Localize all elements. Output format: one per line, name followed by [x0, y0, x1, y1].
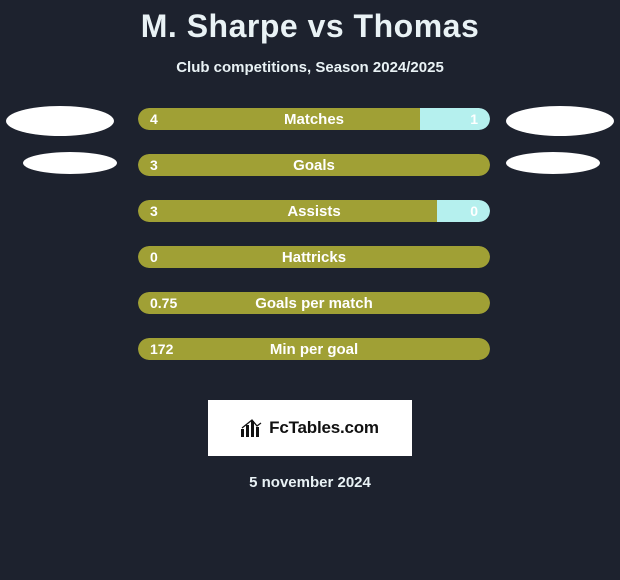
- stat-bar-player1: [138, 292, 490, 314]
- stat-bar-player1: [138, 200, 437, 222]
- stat-rows: 41Matches3Goals30Assists0Hattricks0.75Go…: [0, 112, 620, 388]
- chart-subtitle: Club competitions, Season 2024/2025: [0, 59, 620, 76]
- stat-value-player2: 0: [470, 200, 478, 222]
- stat-bar-player1: [138, 338, 490, 360]
- stat-bar: 3Goals: [138, 154, 490, 176]
- stat-bar-player1: [138, 246, 490, 268]
- stat-bar: 0Hattricks: [138, 246, 490, 268]
- player2-badge: [506, 106, 614, 136]
- footer-logo: FcTables.com: [208, 400, 412, 456]
- bar-chart-icon: [241, 419, 263, 437]
- stat-row: 172Min per goal: [0, 342, 620, 388]
- stat-value-player1: 4: [150, 108, 158, 130]
- player2-badge: [506, 152, 600, 174]
- player-comparison-chart: M. Sharpe vs Thomas Club competitions, S…: [0, 8, 620, 491]
- stat-bar: 41Matches: [138, 108, 490, 130]
- stat-value-player2: 1: [470, 108, 478, 130]
- stat-bar-player2: [437, 200, 490, 222]
- stat-row: 0Hattricks: [0, 250, 620, 296]
- stat-value-player1: 3: [150, 154, 158, 176]
- chart-title: M. Sharpe vs Thomas: [0, 8, 620, 45]
- stat-bar-player2: [420, 108, 490, 130]
- stat-bar-player1: [138, 108, 420, 130]
- stat-value-player1: 172: [150, 338, 173, 360]
- stat-bar: 172Min per goal: [138, 338, 490, 360]
- stat-row: 3Goals: [0, 158, 620, 204]
- stat-row: 30Assists: [0, 204, 620, 250]
- stat-value-player1: 0: [150, 246, 158, 268]
- stat-row: 0.75Goals per match: [0, 296, 620, 342]
- stat-bar-player1: [138, 154, 490, 176]
- stat-bar: 30Assists: [138, 200, 490, 222]
- stat-bar: 0.75Goals per match: [138, 292, 490, 314]
- footer-logo-text: FcTables.com: [269, 418, 379, 438]
- stat-value-player1: 0.75: [150, 292, 177, 314]
- player1-badge: [6, 106, 114, 136]
- stat-row: 41Matches: [0, 112, 620, 158]
- chart-date: 5 november 2024: [0, 474, 620, 491]
- player1-badge: [23, 152, 117, 174]
- stat-value-player1: 3: [150, 200, 158, 222]
